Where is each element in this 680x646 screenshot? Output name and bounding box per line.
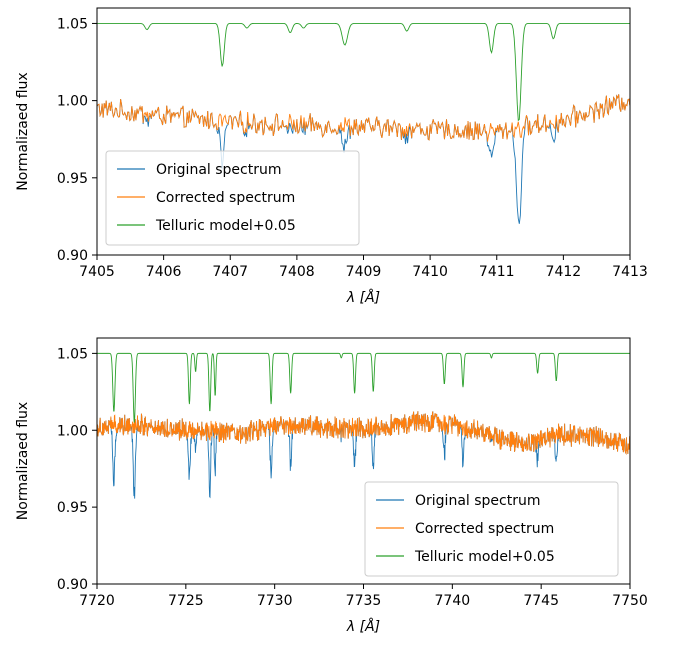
series-corrected-spectrum bbox=[97, 411, 630, 456]
y-tick-label: 1.05 bbox=[57, 16, 88, 32]
y-tick-label: 0.90 bbox=[57, 577, 88, 593]
legend: Original spectrum Corrected spectrum Tellu… bbox=[364, 481, 619, 577]
series-telluric-model bbox=[97, 22, 630, 122]
y-tick-label: 0.95 bbox=[57, 500, 88, 516]
chart-panel-2: 7720 7725 7730 7735 7740 7745 7750 0.90 0.95 1.00… bbox=[15, 337, 648, 635]
x-tick-label: 7405 bbox=[79, 264, 115, 280]
legend: Original spectrum Corrected spectrum Tellu… bbox=[105, 150, 360, 246]
y-tick-label: 1.00 bbox=[57, 94, 88, 110]
series-telluric-model bbox=[97, 352, 630, 423]
legend-entry: Corrected spectrum bbox=[156, 190, 295, 206]
x-axis-label: λ [Å] bbox=[346, 618, 380, 635]
x-tick-label: 7411 bbox=[479, 264, 515, 280]
x-tick-label: 7406 bbox=[146, 264, 182, 280]
y-tick-label: 0.90 bbox=[57, 248, 88, 264]
x-tick-label: 7730 bbox=[257, 593, 293, 609]
legend-entry: Telluric model+0.05 bbox=[155, 218, 296, 234]
x-tick-label: 7407 bbox=[212, 264, 248, 280]
x-tick-label: 7745 bbox=[523, 593, 559, 609]
y-tick-label: 0.95 bbox=[57, 171, 88, 187]
legend-entry: Telluric model+0.05 bbox=[414, 549, 555, 565]
series-group bbox=[97, 352, 630, 499]
x-tick-label: 7725 bbox=[168, 593, 204, 609]
legend-box bbox=[364, 481, 619, 577]
x-tick-label: 7740 bbox=[435, 593, 471, 609]
x-tick-label: 7412 bbox=[546, 264, 582, 280]
legend-entry: Original spectrum bbox=[156, 162, 281, 178]
y-axis-label: Normalizaed flux bbox=[15, 72, 31, 190]
x-tick-label: 7410 bbox=[412, 264, 448, 280]
series-group bbox=[97, 22, 630, 224]
x-axis-label: λ [Å] bbox=[346, 289, 380, 306]
x-tick-label: 7735 bbox=[346, 593, 382, 609]
y-axis-label: Normalizaed flux bbox=[15, 402, 31, 520]
legend-box bbox=[105, 150, 360, 246]
x-tick-label: 7750 bbox=[612, 593, 648, 609]
x-tick-label: 7720 bbox=[79, 593, 115, 609]
legend-entry: Original spectrum bbox=[415, 493, 540, 509]
y-tick-label: 1.00 bbox=[57, 423, 88, 439]
series-corrected-spectrum bbox=[97, 94, 630, 142]
x-tick-label: 7408 bbox=[279, 264, 315, 280]
y-tick-label: 1.05 bbox=[57, 346, 88, 362]
x-tick-label: 7413 bbox=[612, 264, 648, 280]
chart-panel-1: 7405 7406 7407 7408 7409 7410 7411 7412 7413 0.90… bbox=[15, 7, 648, 306]
legend-entry: Corrected spectrum bbox=[415, 521, 554, 537]
x-tick-label: 7409 bbox=[346, 264, 382, 280]
